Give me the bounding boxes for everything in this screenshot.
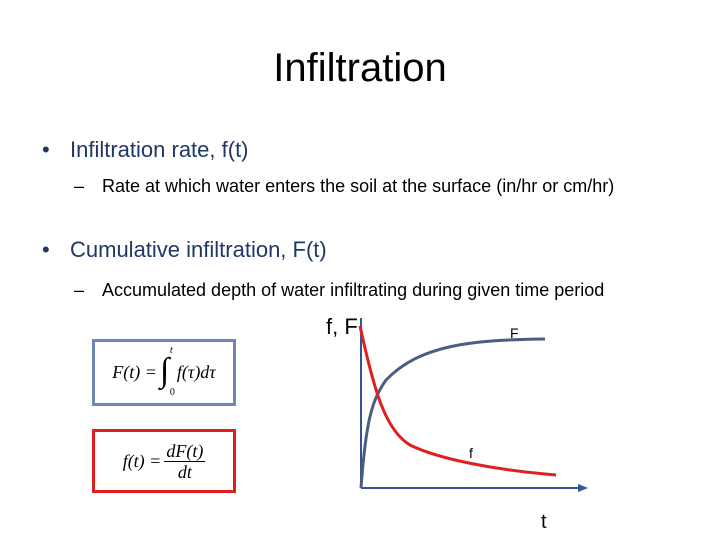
integral-sign: ∫ t 0 xyxy=(159,345,175,398)
sub-bullet-cumulative-definition: – Accumulated depth of water infiltratin… xyxy=(74,278,634,302)
sub-bullet-text: Accumulated depth of water infiltrating … xyxy=(102,280,605,300)
dash-marker: – xyxy=(74,280,85,300)
bullet-cumulative-infiltration: • Cumulative infiltration, F(t) xyxy=(42,236,327,264)
x-axis-label: t xyxy=(541,511,547,533)
equation-lhs: f(t) = xyxy=(122,450,162,471)
integral-lower-limit: 0 xyxy=(169,386,175,398)
integrand: f(τ)dτ xyxy=(176,362,216,382)
curve-f xyxy=(358,325,557,477)
curve-f-label: f xyxy=(469,445,473,461)
sub-bullet-text: Rate at which water enters the soil at t… xyxy=(102,176,615,196)
cumulative-equation-box: F(t) = ∫ t 0 f(τ)dτ xyxy=(92,339,236,406)
bullet-infiltration-rate: • Infiltration rate, f(t) xyxy=(42,136,249,164)
y-axis-label: f, F xyxy=(326,314,358,339)
curve-F-label: F xyxy=(510,325,519,341)
fraction-denominator: dt xyxy=(177,461,192,482)
slide-title: Infiltration xyxy=(273,46,447,90)
integral-upper-limit: t xyxy=(169,344,173,356)
bullet-marker: • xyxy=(42,237,50,262)
dash-marker: – xyxy=(74,176,85,196)
derivative-fraction: dF(t) dt xyxy=(164,440,206,482)
bullet-label: Infiltration rate, f(t) xyxy=(70,137,249,162)
rate-equation: f(t) = dF(t) dt xyxy=(123,441,206,482)
curve-F xyxy=(359,337,546,489)
sub-bullet-rate-definition: – Rate at which water enters the soil at… xyxy=(74,174,634,198)
x-axis-arrowhead xyxy=(578,484,588,492)
integral-symbol: ∫ xyxy=(159,351,170,389)
bullet-label: Cumulative infiltration, F(t) xyxy=(70,237,327,262)
cumulative-equation: F(t) = ∫ t 0 f(τ)dτ xyxy=(112,345,216,398)
rate-equation-box: f(t) = dF(t) dt xyxy=(92,429,236,493)
bullet-marker: • xyxy=(42,137,50,162)
fraction-numerator: dF(t) xyxy=(164,440,206,462)
equation-lhs: F(t) = xyxy=(112,362,157,382)
